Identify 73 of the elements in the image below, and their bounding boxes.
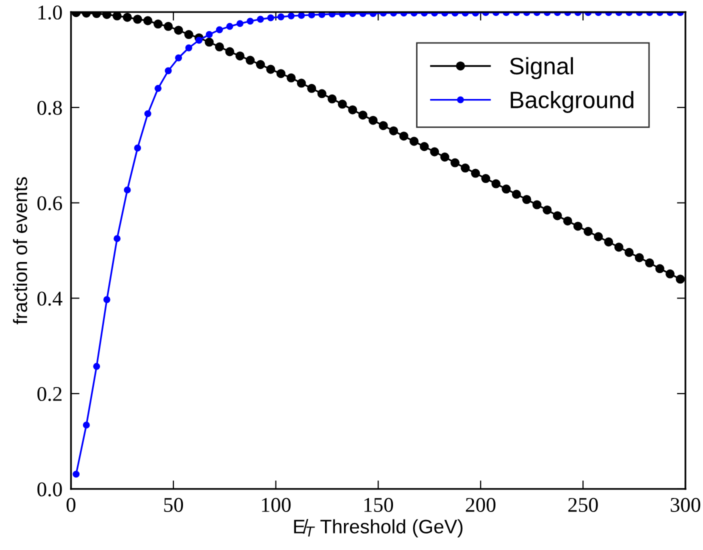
- point: [676, 274, 685, 284]
- x-tick-label: 300: [670, 498, 700, 512]
- point: [645, 258, 654, 268]
- point: [502, 184, 511, 194]
- point: [410, 136, 419, 146]
- point: [512, 190, 521, 199]
- point: [624, 248, 634, 257]
- y-tick-label: 0.0: [37, 482, 62, 496]
- point: [552, 211, 562, 220]
- point: [655, 264, 664, 274]
- point: [143, 16, 152, 26]
- point: [307, 84, 316, 93]
- point: [573, 222, 582, 231]
- x-tick-label: 250: [568, 498, 598, 512]
- point: [256, 60, 265, 70]
- point: [174, 26, 184, 35]
- point: [358, 110, 368, 120]
- point: [348, 105, 358, 114]
- y-tick-label: 0.6: [37, 196, 62, 210]
- point: [460, 164, 470, 173]
- point: [450, 158, 460, 168]
- y-tick-label: 0.8: [37, 100, 62, 115]
- x-tick-label: 0: [66, 498, 76, 512]
- point: [368, 116, 378, 125]
- point: [430, 147, 440, 156]
- point: [122, 12, 132, 22]
- point: [296, 78, 306, 88]
- y-axis-title: fraction of events: [12, 177, 28, 324]
- point: [112, 12, 122, 20]
- point: [338, 100, 347, 109]
- point: [154, 20, 163, 29]
- point: [204, 38, 214, 47]
- point: [440, 152, 450, 162]
- legend-label: Background: [510, 90, 634, 113]
- point: [634, 253, 644, 262]
- y-tick-label: 1.0: [38, 5, 62, 20]
- point: [102, 12, 112, 19]
- point: [399, 132, 408, 141]
- point: [235, 51, 244, 60]
- point: [481, 174, 490, 184]
- point: [286, 73, 296, 82]
- point: [584, 226, 593, 236]
- point: [491, 179, 500, 188]
- point: [133, 14, 142, 24]
- point: [378, 121, 388, 130]
- x-tick-label: 50: [164, 498, 184, 512]
- x-tick-label: 150: [364, 498, 394, 512]
- point: [246, 56, 255, 65]
- x-tick-label: 200: [466, 498, 496, 512]
- point: [214, 42, 224, 52]
- point: [666, 269, 675, 278]
- point: [542, 205, 552, 215]
- x-axis-title: E̸$_{T}$ Threshold (GeV): [294, 518, 462, 538]
- point: [420, 142, 429, 152]
- point: [184, 30, 194, 40]
- x-tick-label: 100: [262, 498, 291, 512]
- point: [317, 89, 326, 98]
- point: [614, 242, 624, 252]
- y-tick-label: 0.2: [37, 386, 62, 402]
- y-tick-label: 0.4: [37, 292, 62, 306]
- point: [563, 216, 572, 226]
- point: [594, 232, 603, 242]
- point: [266, 64, 276, 74]
- point: [604, 237, 614, 246]
- point: [328, 94, 337, 104]
- point: [389, 126, 398, 136]
- legend-label: Signal: [510, 57, 573, 80]
- point: [164, 22, 173, 31]
- point: [522, 194, 532, 204]
- point: [276, 69, 286, 78]
- point: [470, 168, 480, 178]
- point: [225, 47, 234, 56]
- point: [532, 200, 542, 210]
